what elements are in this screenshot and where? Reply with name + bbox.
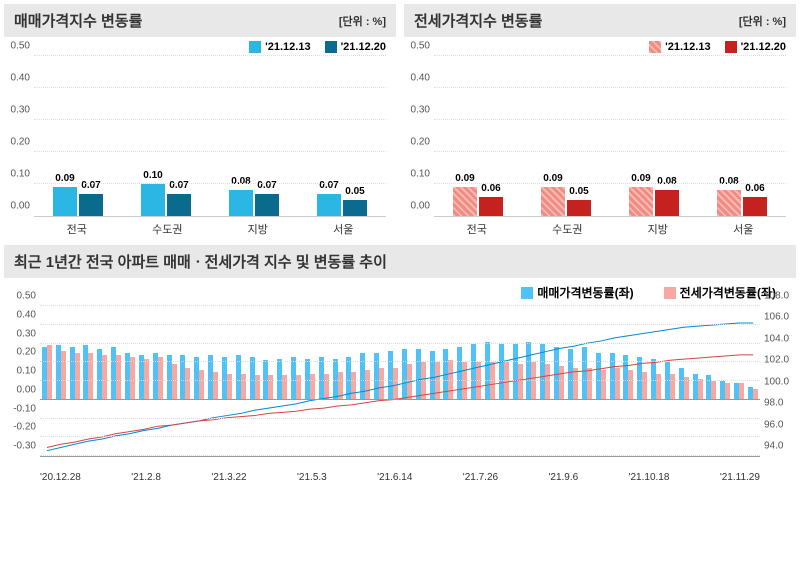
bars <box>40 307 760 456</box>
panel-title-bar: 전세가격지수 변동률 [단위 : %] <box>404 4 796 37</box>
swatch-icon <box>649 41 661 53</box>
legend: '21.12.13 '21.12.20 <box>4 37 396 57</box>
jeonse-index-panel: 전세가격지수 변동률 [단위 : %] '21.12.13 '21.12.20 … <box>404 4 796 237</box>
y-axis: 0.000.100.200.300.400.50 <box>4 57 32 217</box>
swatch-icon <box>521 287 533 299</box>
legend-item: '21.12.20 <box>325 41 386 53</box>
legend: 매매가격변동률(좌) 전세가격변동률(좌) <box>4 278 796 307</box>
chart-area: 0.000.100.200.300.400.50 0.090.060.090.0… <box>404 57 796 237</box>
panel-title: 매매가격지수 변동률 <box>14 10 142 31</box>
panel-title-bar: 최근 1년간 전국 아파트 매매ㆍ전세가격 지수 및 변동률 추이 <box>4 245 796 278</box>
x-labels: '20.12.28'21.2.8'21.3.22'21.5.3'21.6.14'… <box>40 472 760 483</box>
panel-title: 최근 1년간 전국 아파트 매매ㆍ전세가격 지수 및 변동률 추이 <box>14 254 387 271</box>
legend-label: 전세가격변동률(좌) <box>680 284 776 301</box>
legend-item: 전세가격변동률(좌) <box>664 284 776 301</box>
legend-label: 매매가격변동률(좌) <box>537 284 633 301</box>
x-labels: 전국수도권지방서울 <box>34 221 386 237</box>
bars: 0.090.060.090.050.090.080.080.06 <box>434 57 786 216</box>
panel-unit: [단위 : %] <box>739 13 786 29</box>
bars: 0.090.070.100.070.080.070.070.05 <box>34 57 386 216</box>
swatch-icon <box>664 287 676 299</box>
panel-title: 전세가격지수 변동률 <box>414 10 542 31</box>
y-axis: 0.000.100.200.300.400.50 <box>404 57 432 217</box>
legend-label: '21.12.13 <box>265 41 310 53</box>
x-labels: 전국수도권지방서울 <box>434 221 786 237</box>
y-axis-right: 94.096.098.0100.0102.0104.0106.0108.0 <box>762 307 796 457</box>
panel-title-bar: 매매가격지수 변동률 [단위 : %] <box>4 4 396 37</box>
swatch-icon <box>725 41 737 53</box>
swatch-icon <box>325 41 337 53</box>
panel-unit: [단위 : %] <box>339 13 386 29</box>
plot <box>40 307 760 457</box>
chart-area: 0.000.100.200.300.400.50 0.090.070.100.0… <box>4 57 396 237</box>
swatch-icon <box>249 41 261 53</box>
legend-label: '21.12.20 <box>341 41 386 53</box>
legend-item: 매매가격변동률(좌) <box>521 284 633 301</box>
legend: '21.12.13 '21.12.20 <box>404 37 796 57</box>
plot: 0.090.060.090.050.090.080.080.06 <box>434 57 786 217</box>
legend-label: '21.12.20 <box>741 41 786 53</box>
trend-panel: 최근 1년간 전국 아파트 매매ㆍ전세가격 지수 및 변동률 추이 매매가격변동… <box>0 241 800 491</box>
plot: 0.090.070.100.070.080.070.070.05 <box>34 57 386 217</box>
combo-chart: -0.30-0.20-0.100.000.100.200.300.400.50 … <box>4 307 796 487</box>
y-axis-left: -0.30-0.20-0.100.000.100.200.300.400.50 <box>4 307 38 457</box>
sales-index-panel: 매매가격지수 변동률 [단위 : %] '21.12.13 '21.12.20 … <box>4 4 396 237</box>
legend-label: '21.12.13 <box>665 41 710 53</box>
legend-item: '21.12.20 <box>725 41 786 53</box>
legend-item: '21.12.13 <box>249 41 310 53</box>
legend-item: '21.12.13 <box>649 41 710 53</box>
